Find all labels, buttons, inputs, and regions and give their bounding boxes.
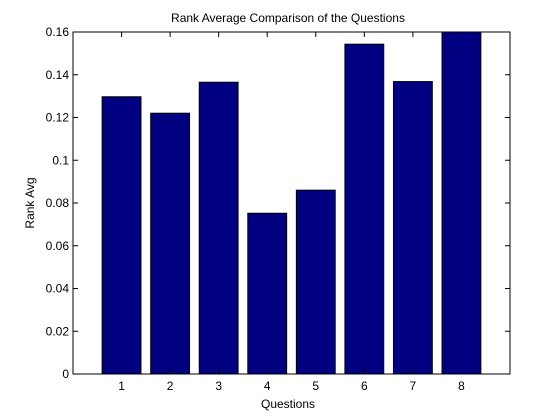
- y-tick-label: 0.12: [46, 111, 70, 125]
- x-tick-label: 1: [118, 379, 125, 393]
- x-tick-label: 7: [410, 379, 417, 393]
- y-tick-label: 0.06: [46, 239, 70, 253]
- y-tick-label: 0.16: [46, 25, 70, 39]
- bar-8: [441, 31, 482, 375]
- plot-background: [73, 32, 510, 374]
- plot-area: 0 0.02 0.04 0.06 0.08 0.1 0.12 0.14 0.16 1 2 3 4 5 6 7 8: [46, 25, 511, 393]
- bar-6: [344, 43, 385, 375]
- bar-1: [101, 96, 142, 375]
- chart-title: Rank Average Comparison of the Questions: [171, 11, 405, 25]
- x-tick-label: 8: [458, 379, 465, 393]
- x-tick-label: 6: [361, 379, 368, 393]
- x-tick-label: 4: [264, 379, 271, 393]
- bar-7: [392, 81, 433, 375]
- x-axis-label: Questions: [261, 397, 315, 411]
- x-tick-label: 3: [215, 379, 222, 393]
- bar-3: [198, 81, 239, 375]
- y-tick-label: 0.08: [46, 196, 70, 210]
- x-tick-label: 5: [312, 379, 319, 393]
- bar-5: [295, 189, 336, 375]
- x-tick-label: 2: [167, 379, 174, 393]
- y-tick-label: 0.02: [46, 324, 70, 338]
- bar-4: [247, 212, 288, 375]
- bar-2: [150, 112, 191, 375]
- y-tick-label: 0.1: [52, 153, 69, 167]
- y-tick-label: 0: [62, 367, 69, 381]
- y-tick-label: 0.04: [46, 282, 70, 296]
- y-tick-label: 0.14: [46, 68, 70, 82]
- y-axis-label: Rank Avg: [23, 177, 37, 228]
